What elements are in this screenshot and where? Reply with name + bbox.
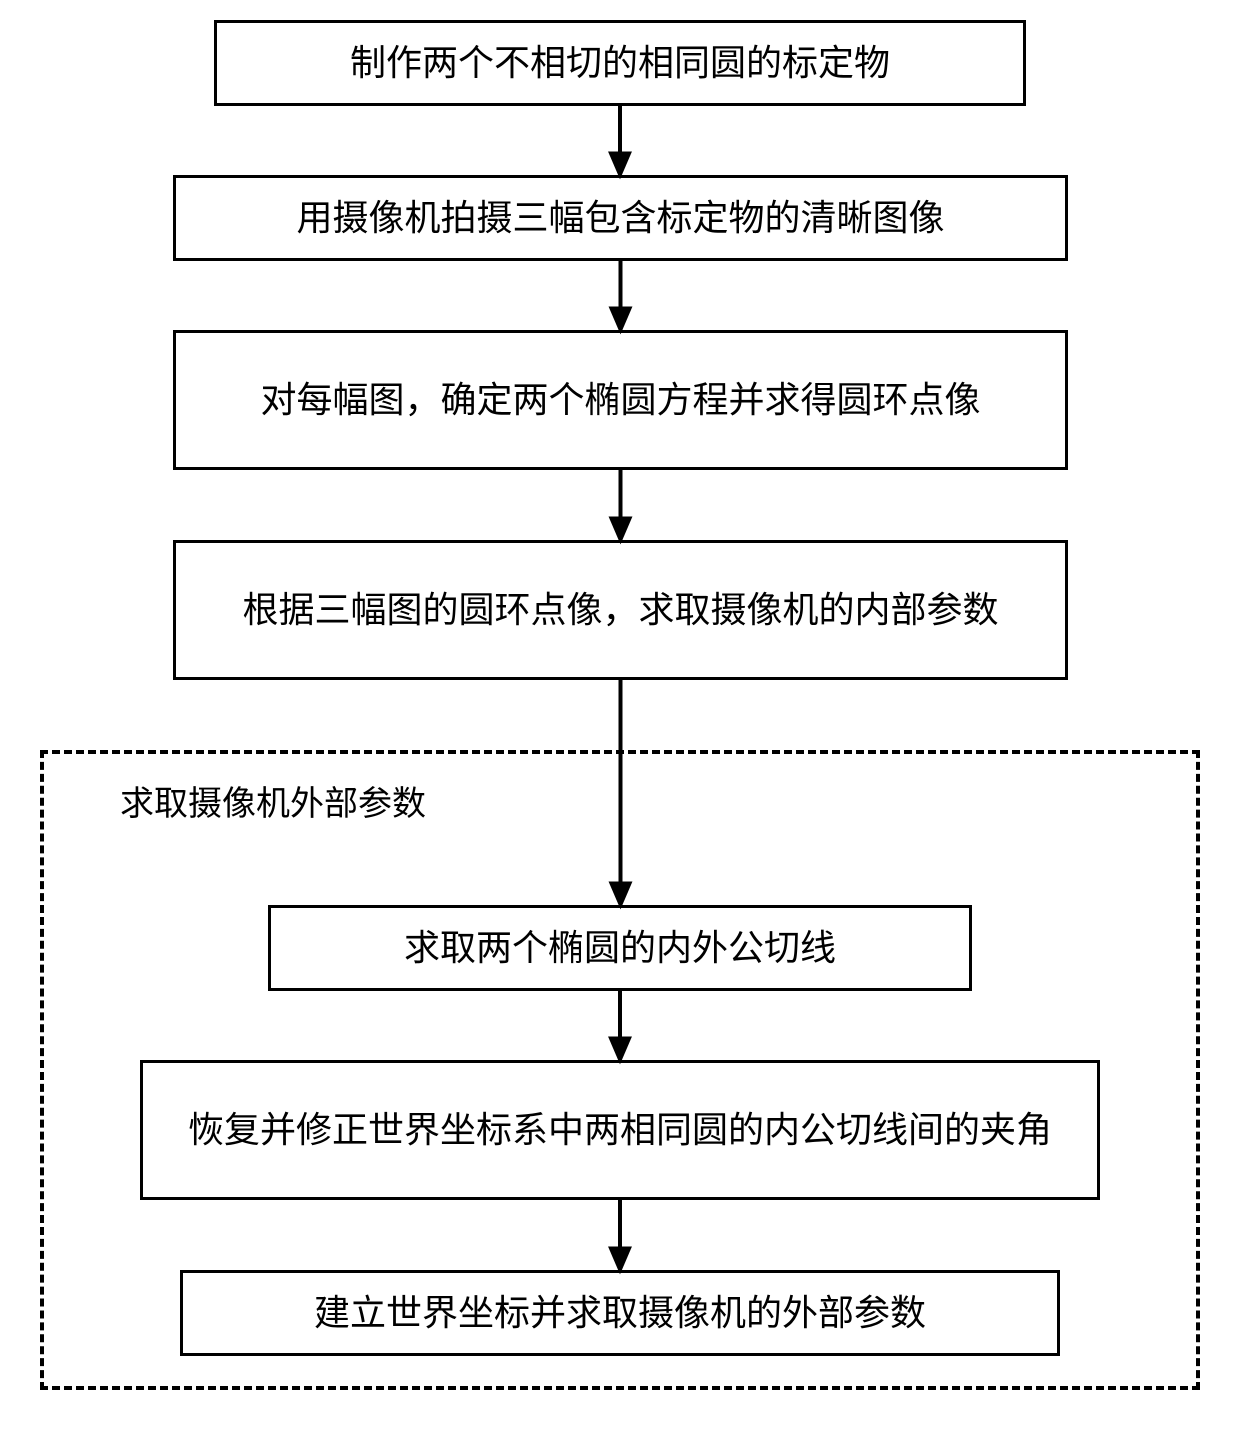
flowchart-canvas: 求取摄像机外部参数 制作两个不相切的相同圆的标定物 用摄像机拍摄三幅包含标定物的… (0, 0, 1241, 1450)
arrow-layer (0, 0, 1241, 1450)
